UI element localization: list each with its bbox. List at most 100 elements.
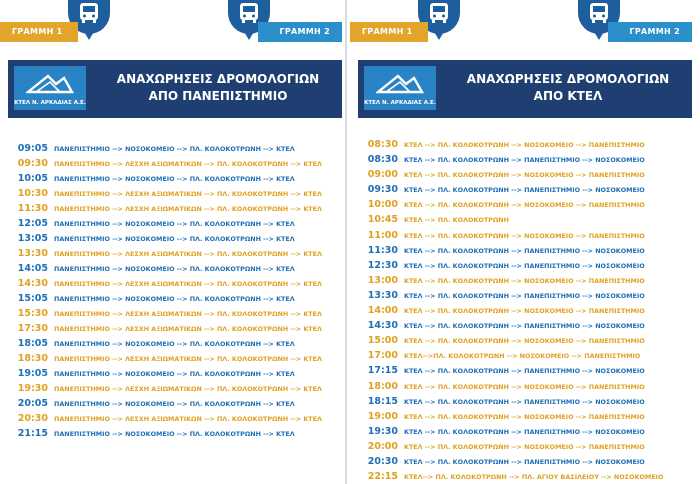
departure-row: 09:05 ΠΑΝΕΠΙΣΤΗΜΙΟ --> ΝΟΣΟΚΟΜΕΙΟ --> ΠΛ.… [8,138,342,154]
departure-route: ΠΑΝΕΠΙΣΤΗΜΙΟ --> ΛΕΣΧΗ ΑΞΙΩΜΑΤΙΚΩΝ --> Π… [54,355,322,363]
departure-row: 18:30 ΠΑΝΕΠΙΣΤΗΜΙΟ --> ΛΕΣΧΗ ΑΞΙΩΜΑΤΙΚΩΝ … [8,348,342,364]
departure-time: 13:00 [367,274,398,286]
departure-time: 09:30 [367,184,398,196]
departure-row: 12:05 ΠΑΝΕΠΙΣΤΗΜΙΟ --> ΝΟΣΟΚΟΜΕΙΟ --> ΠΛ.… [8,213,342,229]
departure-time: 12:05 [17,218,48,229]
departure-time: 21:15 [17,428,48,439]
logo-text: ΚΤΕΛ Ν. ΑΡΚΑΔΙΑΣ Α.Ε. [364,100,436,106]
departure-time: 15:30 [17,308,48,319]
departure-row: 19:05 ΠΑΝΕΠΙΣΤΗΜΙΟ --> ΝΟΣΟΚΟΜΕΙΟ --> ΠΛ.… [8,363,342,379]
departure-row: 19:00 ΚΤΕΛ --> ΠΛ. ΚΟΛΟΚΟΤΡΩΝΗ --> ΝΟΣΟΚΟ… [358,406,692,422]
header-title: ΑΝΑΧΩΡΗΣΕΙΣ ΔΡΟΜΟΛΟΓΙΩΝ ΑΠΟ ΠΑΝΕΠΙΣΤΗΜΙΟ [98,71,338,105]
departure-row: 19:30 ΠΑΝΕΠΙΣΤΗΜΙΟ --> ΛΕΣΧΗ ΑΞΙΩΜΑΤΙΚΩΝ … [8,378,342,394]
header-title-line-1: ΑΝΑΧΩΡΗΣΕΙΣ ΔΡΟΜΟΛΟΓΙΩΝ [466,72,670,86]
departure-route: ΚΤΕΛ --> ΠΛ. ΚΟΛΟΚΟΤΡΩΝΗ --> ΠΑΝΕΠΙΣΤΗΜΙ… [404,246,645,255]
departure-row: 20:00 ΚΤΕΛ --> ΠΛ. ΚΟΛΟΚΟΤΡΩΝΗ --> ΝΟΣΟΚΟ… [358,436,692,452]
departure-row: 14:30 ΠΑΝΕΠΙΣΤΗΜΙΟ --> ΛΕΣΧΗ ΑΞΙΩΜΑΤΙΚΩΝ … [8,273,342,289]
departure-route: ΚΤΕΛ --> ΠΛ. ΚΟΛΟΚΟΤΡΩΝΗ --> ΝΟΣΟΚΟΜΕΙΟ … [404,412,645,421]
departure-time: 11:30 [367,244,398,256]
departure-route: ΚΤΕΛ --> ΠΛ. ΚΟΛΟΚΟΤΡΩΝΗ --> ΠΑΝΕΠΙΣΤΗΜΙ… [404,186,645,195]
departure-row: 13:00 ΚΤΕΛ --> ΠΛ. ΚΟΛΟΚΟΤΡΩΝΗ --> ΝΟΣΟΚΟ… [358,270,692,286]
departure-time: 19:00 [367,410,398,422]
header-title: ΑΝΑΧΩΡΗΣΕΙΣ ΔΡΟΜΟΛΟΓΙΩΝ ΑΠΟ ΚΤΕΛ [448,71,688,105]
departure-row: 18:15 ΚΤΕΛ --> ΠΛ. ΚΟΛΟΚΟΤΡΩΝΗ --> ΠΑΝΕΠΙ… [358,391,692,407]
departure-row: 17:15 ΚΤΕΛ --> ΠΛ. ΚΟΛΟΚΟΤΡΩΝΗ --> ΠΑΝΕΠΙ… [358,360,692,376]
departure-time: 11:30 [17,203,48,214]
departure-time: 18:30 [17,353,48,364]
departure-time: 19:30 [17,383,48,394]
departures-list: 09:05 ΠΑΝΕΠΙΣΤΗΜΙΟ --> ΝΟΣΟΚΟΜΕΙΟ --> ΠΛ.… [8,138,342,439]
departure-time: 20:30 [17,413,48,424]
departure-route: ΠΑΝΕΠΙΣΤΗΜΙΟ --> ΝΟΣΟΚΟΜΕΙΟ --> ΠΛ. ΚΟΛΟ… [54,340,295,348]
departure-route: ΚΤΕΛ --> ΠΛ. ΚΟΛΟΚΟΤΡΩΝΗ --> ΠΑΝΕΠΙΣΤΗΜΙ… [404,457,645,466]
departure-route: ΠΑΝΕΠΙΣΤΗΜΙΟ --> ΝΟΣΟΚΟΜΕΙΟ --> ΠΛ. ΚΟΛΟ… [54,175,295,183]
departure-time: 15:05 [17,293,48,304]
departure-route: ΚΤΕΛ --> ΠΛ. ΚΟΛΟΚΟΤΡΩΝΗ --> ΠΑΝΕΠΙΣΤΗΜΙ… [404,367,645,376]
departure-time: 17:00 [367,350,398,362]
departure-time: 19:30 [367,425,398,437]
departure-row: 14:05 ΠΑΝΕΠΙΣΤΗΜΙΟ --> ΝΟΣΟΚΟΜΕΙΟ --> ΠΛ.… [8,258,342,274]
departure-time: 10:30 [17,188,48,199]
departure-route: ΠΑΝΕΠΙΣΤΗΜΙΟ --> ΛΕΣΧΗ ΑΞΙΩΜΑΤΙΚΩΝ --> Π… [54,310,322,318]
departure-time: 15:00 [367,335,398,347]
departure-time: 14:05 [17,263,48,274]
departures-list: 08:30 ΚΤΕΛ --> ΠΛ. ΚΟΛΟΚΟΤΡΩΝΗ --> ΝΟΣΟΚΟ… [358,134,692,482]
line-2-label: ΓΡΑΜΜΗ 2 [608,22,692,42]
departure-time: 20:30 [367,455,398,467]
departure-time: 11:00 [367,229,398,241]
departure-time: 13:05 [17,233,48,244]
departure-row: 20:05 ΠΑΝΕΠΙΣΤΗΜΙΟ --> ΝΟΣΟΚΟΜΕΙΟ --> ΠΛ.… [8,393,342,409]
departure-time: 09:05 [17,143,48,154]
departure-time: 12:30 [367,259,398,271]
departure-row: 15:05 ΠΑΝΕΠΙΣΤΗΜΙΟ --> ΝΟΣΟΚΟΜΕΙΟ --> ΠΛ.… [8,288,342,304]
departure-row: 18:05 ΠΑΝΕΠΙΣΤΗΜΙΟ --> ΝΟΣΟΚΟΜΕΙΟ --> ΠΛ.… [8,333,342,349]
bus-icon [80,3,98,23]
ktel-logo-icon [26,74,74,94]
departure-time: 18:00 [367,380,398,392]
departure-route: ΠΑΝΕΠΙΣΤΗΜΙΟ --> ΝΟΣΟΚΟΜΕΙΟ --> ΠΛ. ΚΟΛΟ… [54,265,295,273]
departure-row: 13:05 ΠΑΝΕΠΙΣΤΗΜΙΟ --> ΝΟΣΟΚΟΜΕΙΟ --> ΠΛ.… [8,228,342,244]
departure-time: 19:05 [17,368,48,379]
departure-time: 10:05 [17,173,48,184]
departure-row: 19:30 ΚΤΕΛ --> ΠΛ. ΚΟΛΟΚΟΤΡΩΝΗ --> ΠΑΝΕΠΙ… [358,421,692,437]
departure-time: 13:30 [17,248,48,259]
departure-row: 21:15 ΠΑΝΕΠΙΣΤΗΜΙΟ --> ΝΟΣΟΚΟΜΕΙΟ --> ΠΛ.… [8,423,342,439]
departure-route: ΚΤΕΛ--> ΠΛ. ΚΟΛΟΚΟΤΡΩΝΗ --> ΠΛ. ΑΓΙΟΥ ΒΑ… [404,473,664,482]
departure-row: 11:00 ΚΤΕΛ --> ΠΛ. ΚΟΛΟΚΟΤΡΩΝΗ --> ΝΟΣΟΚΟ… [358,225,692,241]
departure-row: 10:45 ΚΤΕΛ --> ΠΛ. ΚΟΛΟΚΟΤΡΩΝΗ [358,209,692,226]
departure-row: 09:30 ΠΑΝΕΠΙΣΤΗΜΙΟ --> ΛΕΣΧΗ ΑΞΙΩΜΑΤΙΚΩΝ … [8,153,342,169]
departure-row: 10:30 ΠΑΝΕΠΙΣΤΗΜΙΟ --> ΛΕΣΧΗ ΑΞΙΩΜΑΤΙΚΩΝ … [8,183,342,199]
departure-row: 08:30 ΚΤΕΛ --> ΠΛ. ΚΟΛΟΚΟΤΡΩΝΗ --> ΠΑΝΕΠΙ… [358,149,692,165]
departure-time: 18:15 [367,395,398,407]
departure-time: 09:30 [17,158,48,169]
departure-row: 17:30 ΠΑΝΕΠΙΣΤΗΜΙΟ --> ΛΕΣΧΗ ΑΞΙΩΜΑΤΙΚΩΝ … [8,318,342,334]
departure-row: 20:30 ΠΑΝΕΠΙΣΤΗΜΙΟ --> ΛΕΣΧΗ ΑΞΙΩΜΑΤΙΚΩΝ … [8,408,342,424]
departure-route: ΚΤΕΛ --> ΠΛ. ΚΟΛΟΚΟΤΡΩΝΗ --> ΠΑΝΕΠΙΣΤΗΜΙ… [404,261,645,270]
schedule-panel-from-ktel: ΓΡΑΜΜΗ 1 ΓΡΑΜΜΗ 2 ΚΤΕΛ Ν. ΑΡΚΑΔΙΑΣ Α.Ε. … [350,0,692,484]
departure-row: 10:00 ΚΤΕΛ --> ΠΛ. ΚΟΛΟΚΟΤΡΩΝΗ --> ΝΟΣΟΚΟ… [358,194,692,210]
departure-route: ΚΤΕΛ --> ΠΛ. ΚΟΛΟΚΟΤΡΩΝΗ --> ΝΟΣΟΚΟΜΕΙΟ … [404,201,645,210]
departure-time: 09:00 [367,169,398,181]
departure-row: 20:30 ΚΤΕΛ --> ΠΛ. ΚΟΛΟΚΟΤΡΩΝΗ --> ΠΑΝΕΠΙ… [358,451,692,467]
departure-time: 10:45 [367,214,398,226]
schedule-panel-from-university: ΓΡΑΜΜΗ 1 ΓΡΑΜΜΗ 2 ΚΤΕΛ Ν. ΑΡΚΑΔΙΑΣ Α.Ε. … [0,0,342,484]
departure-route: ΠΑΝΕΠΙΣΤΗΜΙΟ --> ΝΟΣΟΚΟΜΕΙΟ --> ΠΛ. ΚΟΛΟ… [54,400,295,408]
departure-route: ΠΑΝΕΠΙΣΤΗΜΙΟ --> ΛΕΣΧΗ ΑΞΙΩΜΑΤΙΚΩΝ --> Π… [54,205,322,213]
departure-route: ΠΑΝΕΠΙΣΤΗΜΙΟ --> ΛΕΣΧΗ ΑΞΙΩΜΑΤΙΚΩΝ --> Π… [54,325,322,333]
departure-route: ΚΤΕΛ --> ΠΛ. ΚΟΛΟΚΟΤΡΩΝΗ --> ΠΑΝΕΠΙΣΤΗΜΙ… [404,291,645,300]
departure-route: ΚΤΕΛ --> ΠΛ. ΚΟΛΟΚΟΤΡΩΝΗ --> ΝΟΣΟΚΟΜΕΙΟ … [404,307,645,316]
departure-row: 15:30 ΠΑΝΕΠΙΣΤΗΜΙΟ --> ΛΕΣΧΗ ΑΞΙΩΜΑΤΙΚΩΝ … [8,303,342,319]
departure-route: ΚΤΕΛ --> ΠΛ. ΚΟΛΟΚΟΤΡΩΝΗ --> ΝΟΣΟΚΟΜΕΙΟ … [404,382,645,391]
departure-route: ΠΑΝΕΠΙΣΤΗΜΙΟ --> ΛΕΣΧΗ ΑΞΙΩΜΑΤΙΚΩΝ --> Π… [54,385,322,393]
departure-route: ΠΑΝΕΠΙΣΤΗΜΙΟ --> ΝΟΣΟΚΟΜΕΙΟ --> ΠΛ. ΚΟΛΟ… [54,295,295,303]
ktel-logo: ΚΤΕΛ Ν. ΑΡΚΑΔΙΑΣ Α.Ε. [364,66,436,110]
departure-time: 08:30 [367,139,398,150]
departure-row: 22:15 ΚΤΕΛ--> ΠΛ. ΚΟΛΟΚΟΤΡΩΝΗ --> ΠΛ. ΑΓΙ… [358,466,692,482]
panel-divider [345,0,347,484]
departure-time: 14:30 [367,320,398,332]
departure-route: ΚΤΕΛ --> ΠΛ. ΚΟΛΟΚΟΤΡΩΝΗ --> ΠΑΝΕΠΙΣΤΗΜΙ… [404,322,645,331]
departure-time: 20:05 [17,398,48,409]
departure-row: 11:30 ΚΤΕΛ --> ΠΛ. ΚΟΛΟΚΟΤΡΩΝΗ --> ΠΑΝΕΠΙ… [358,240,692,256]
ktel-logo: ΚΤΕΛ Ν. ΑΡΚΑΔΙΑΣ Α.Ε. [14,66,86,110]
departure-route: ΠΑΝΕΠΙΣΤΗΜΙΟ --> ΛΕΣΧΗ ΑΞΙΩΜΑΤΙΚΩΝ --> Π… [54,415,322,423]
